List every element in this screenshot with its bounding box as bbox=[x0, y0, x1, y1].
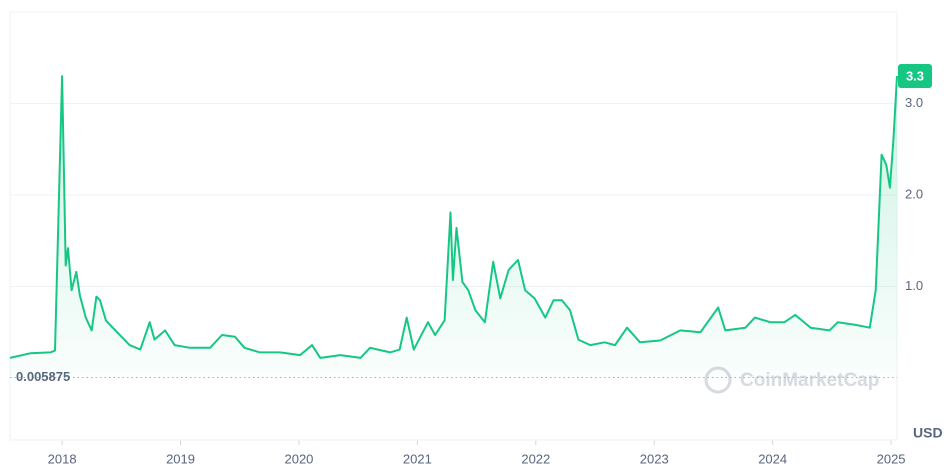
x-tick-label: 2018 bbox=[48, 451, 77, 466]
x-tick-label: 2019 bbox=[166, 451, 195, 466]
x-tick-label: 2025 bbox=[877, 451, 906, 466]
x-tick-label: 2020 bbox=[284, 451, 313, 466]
y-tick-label: 2.0 bbox=[905, 186, 923, 201]
x-tick-label: 2023 bbox=[640, 451, 669, 466]
current-price-label: 3.3 bbox=[906, 68, 924, 83]
y-tick-label: 1.0 bbox=[905, 278, 923, 293]
price-line bbox=[9, 75, 898, 359]
y-tick-label: 3.0 bbox=[905, 95, 923, 110]
current-price-badge bbox=[898, 64, 932, 89]
price-area bbox=[10, 76, 897, 378]
x-tick-label: 2022 bbox=[521, 451, 550, 466]
x-tick-label: 2024 bbox=[758, 451, 787, 466]
x-tick-label: 2021 bbox=[403, 451, 432, 466]
currency-label: USD bbox=[913, 425, 943, 441]
